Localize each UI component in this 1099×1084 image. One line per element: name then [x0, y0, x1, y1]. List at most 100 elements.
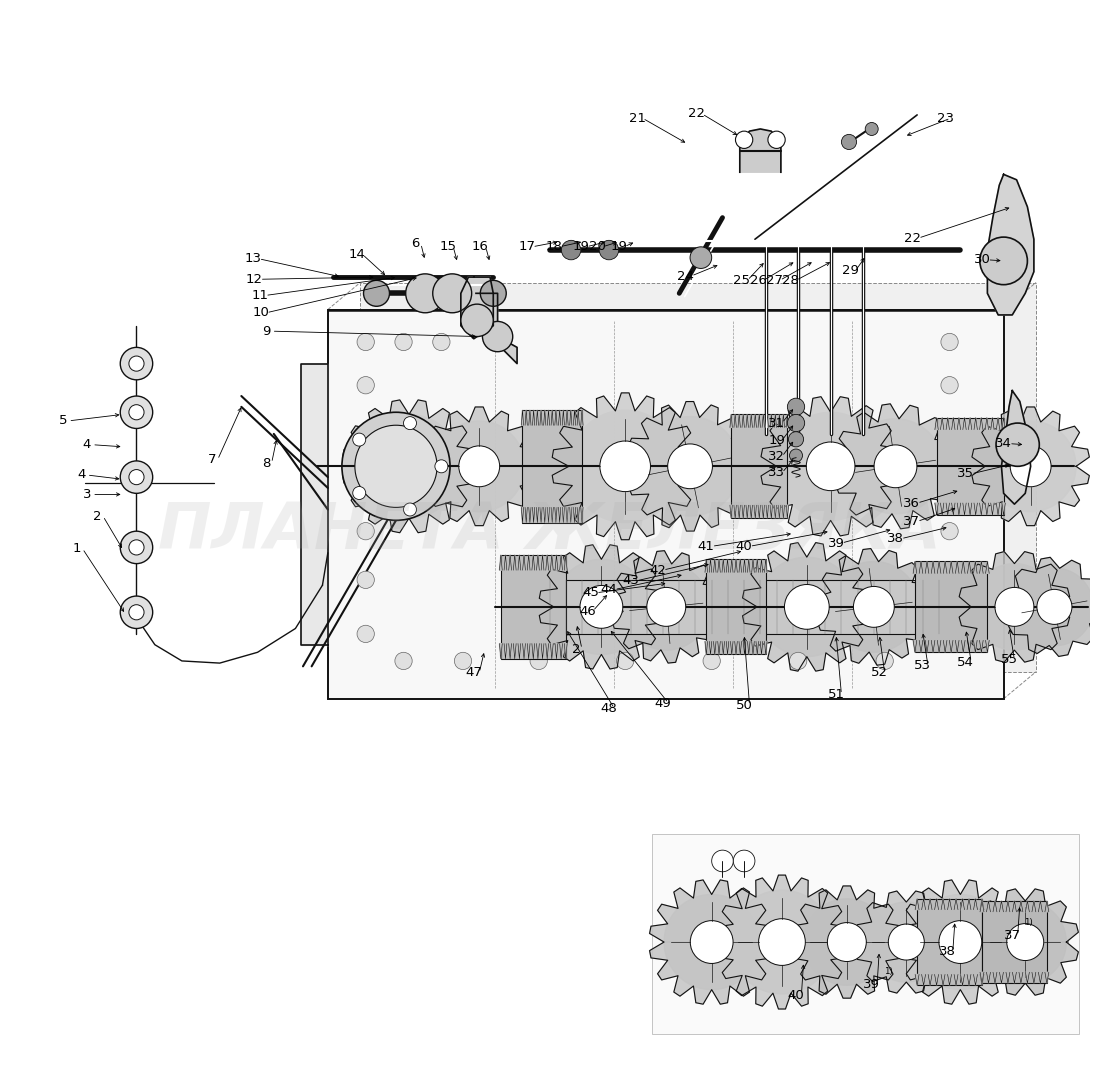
Circle shape: [941, 571, 958, 589]
Polygon shape: [1006, 972, 1010, 983]
Polygon shape: [546, 555, 548, 570]
Polygon shape: [547, 507, 550, 522]
Polygon shape: [765, 559, 767, 572]
Text: 40: 40: [735, 540, 753, 553]
Circle shape: [712, 850, 733, 872]
Polygon shape: [525, 410, 528, 425]
Polygon shape: [993, 972, 997, 983]
Circle shape: [876, 653, 893, 670]
Circle shape: [357, 376, 375, 393]
Polygon shape: [559, 644, 563, 659]
Polygon shape: [941, 975, 945, 985]
Polygon shape: [559, 555, 563, 570]
Circle shape: [355, 425, 437, 507]
Text: 1): 1): [884, 967, 892, 976]
Polygon shape: [540, 410, 542, 425]
Polygon shape: [815, 549, 932, 666]
Polygon shape: [766, 505, 768, 518]
Polygon shape: [866, 902, 946, 982]
Circle shape: [395, 653, 412, 670]
Text: 22: 22: [688, 107, 706, 120]
Polygon shape: [541, 644, 544, 659]
Polygon shape: [709, 559, 712, 572]
Polygon shape: [504, 555, 507, 570]
Polygon shape: [525, 507, 528, 522]
Circle shape: [980, 237, 1028, 285]
Polygon shape: [709, 642, 712, 655]
Polygon shape: [762, 414, 765, 427]
Circle shape: [120, 461, 153, 493]
Polygon shape: [934, 899, 939, 909]
Circle shape: [433, 274, 471, 313]
Circle shape: [357, 474, 375, 491]
Polygon shape: [937, 562, 941, 573]
Circle shape: [785, 584, 830, 629]
Text: 2: 2: [93, 509, 102, 522]
Polygon shape: [980, 975, 984, 985]
Polygon shape: [544, 410, 546, 425]
Polygon shape: [770, 414, 773, 427]
Polygon shape: [974, 975, 977, 985]
Polygon shape: [829, 562, 919, 653]
Polygon shape: [704, 559, 708, 572]
Polygon shape: [999, 972, 1003, 983]
Text: 41: 41: [698, 540, 714, 553]
Circle shape: [403, 416, 417, 429]
Circle shape: [787, 398, 804, 415]
Polygon shape: [1001, 390, 1031, 504]
Polygon shape: [937, 641, 941, 653]
Polygon shape: [569, 410, 681, 522]
Polygon shape: [730, 414, 732, 427]
Polygon shape: [563, 507, 565, 522]
Polygon shape: [941, 417, 944, 429]
Polygon shape: [855, 891, 957, 993]
Polygon shape: [742, 414, 744, 427]
Polygon shape: [941, 503, 944, 515]
Polygon shape: [967, 975, 970, 985]
Polygon shape: [935, 503, 939, 515]
Polygon shape: [979, 417, 983, 429]
Polygon shape: [757, 557, 856, 657]
Text: 34: 34: [996, 437, 1012, 450]
Polygon shape: [968, 417, 972, 429]
Polygon shape: [555, 410, 557, 425]
Polygon shape: [947, 899, 952, 909]
Text: 18: 18: [545, 241, 563, 254]
FancyBboxPatch shape: [731, 414, 787, 518]
Text: 7: 7: [208, 453, 217, 466]
Text: 49: 49: [655, 697, 671, 710]
Polygon shape: [1012, 972, 1017, 983]
Circle shape: [789, 449, 802, 462]
Polygon shape: [922, 899, 925, 909]
Circle shape: [888, 924, 924, 960]
Text: 30: 30: [974, 254, 990, 267]
Polygon shape: [641, 416, 740, 516]
Text: 3: 3: [82, 488, 91, 501]
Circle shape: [357, 625, 375, 643]
Text: 35: 35: [957, 467, 975, 480]
Text: 15: 15: [440, 241, 456, 254]
Text: 27: 27: [766, 274, 782, 287]
Polygon shape: [946, 503, 950, 515]
Polygon shape: [974, 417, 977, 429]
Circle shape: [129, 605, 144, 620]
Circle shape: [357, 522, 375, 540]
Circle shape: [406, 274, 445, 313]
Polygon shape: [551, 507, 553, 522]
Polygon shape: [547, 410, 550, 425]
Circle shape: [357, 571, 375, 589]
Polygon shape: [1025, 901, 1030, 912]
Polygon shape: [746, 505, 748, 518]
Polygon shape: [777, 412, 885, 520]
Polygon shape: [758, 505, 761, 518]
Text: 11: 11: [252, 289, 268, 302]
Polygon shape: [754, 505, 756, 518]
Polygon shape: [782, 414, 785, 427]
Polygon shape: [536, 644, 540, 659]
Polygon shape: [704, 642, 708, 655]
Circle shape: [1037, 590, 1072, 624]
Polygon shape: [529, 410, 531, 425]
Polygon shape: [735, 642, 737, 655]
Circle shape: [1007, 924, 1044, 960]
Polygon shape: [513, 555, 517, 570]
